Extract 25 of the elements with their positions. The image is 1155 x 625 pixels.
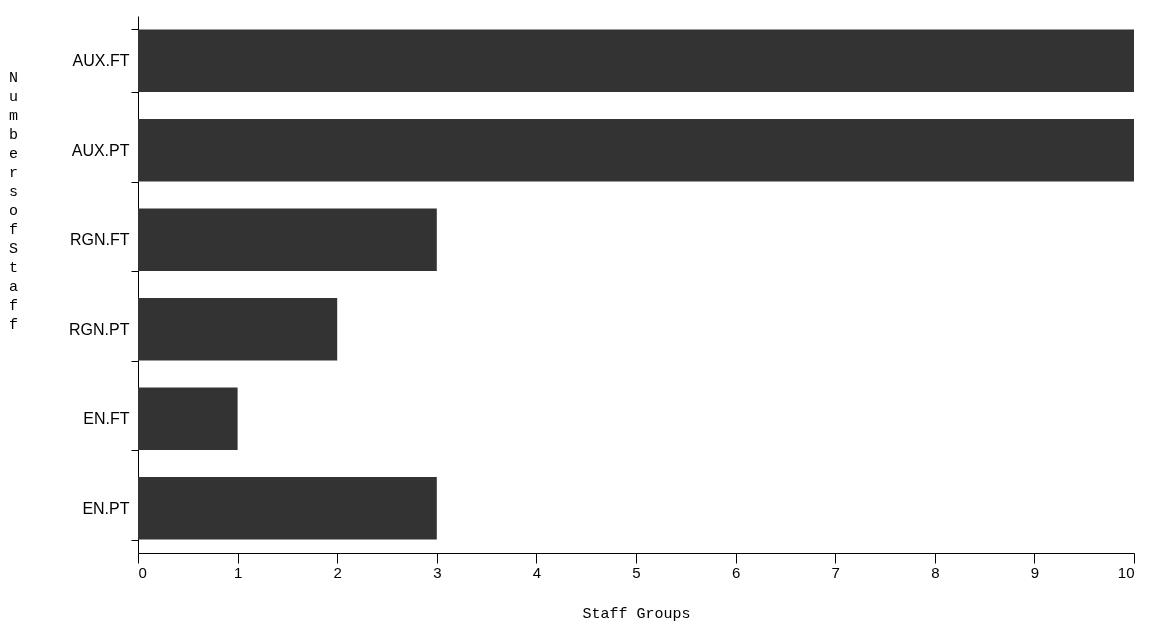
- x-tick-label: 9: [1030, 563, 1040, 581]
- y-tick-label: AUX.FT: [72, 52, 130, 70]
- x-tick-label: 1: [233, 563, 243, 581]
- x-tick-label: 2: [333, 563, 342, 581]
- bar: [138, 387, 238, 451]
- bar: [138, 208, 437, 272]
- x-tick-label: 7: [831, 563, 840, 581]
- y-tick-label: RGN.PT: [69, 320, 130, 338]
- x-axis-title: Staff Groups: [582, 605, 691, 623]
- y-tick-label: EN.PT: [82, 499, 130, 517]
- x-tick-label: 6: [731, 563, 741, 581]
- y-tick-label: EN.FT: [83, 410, 130, 428]
- x-tick-label: 8: [931, 563, 940, 581]
- bar: [138, 476, 437, 540]
- x-tick-label: 3: [433, 563, 442, 581]
- x-tick-label: 10: [1117, 563, 1135, 581]
- bar: [138, 118, 1134, 182]
- bar: [138, 29, 1134, 93]
- bar: [138, 297, 338, 361]
- y-tick-label: AUX.PT: [71, 141, 130, 159]
- x-tick-label: 5: [632, 563, 641, 581]
- x-tick-label: 4: [532, 563, 542, 581]
- text: Numbers of Staff: [8, 69, 19, 334]
- x-tick-label: 0: [138, 563, 147, 581]
- y-tick-label: RGN.FT: [69, 231, 130, 249]
